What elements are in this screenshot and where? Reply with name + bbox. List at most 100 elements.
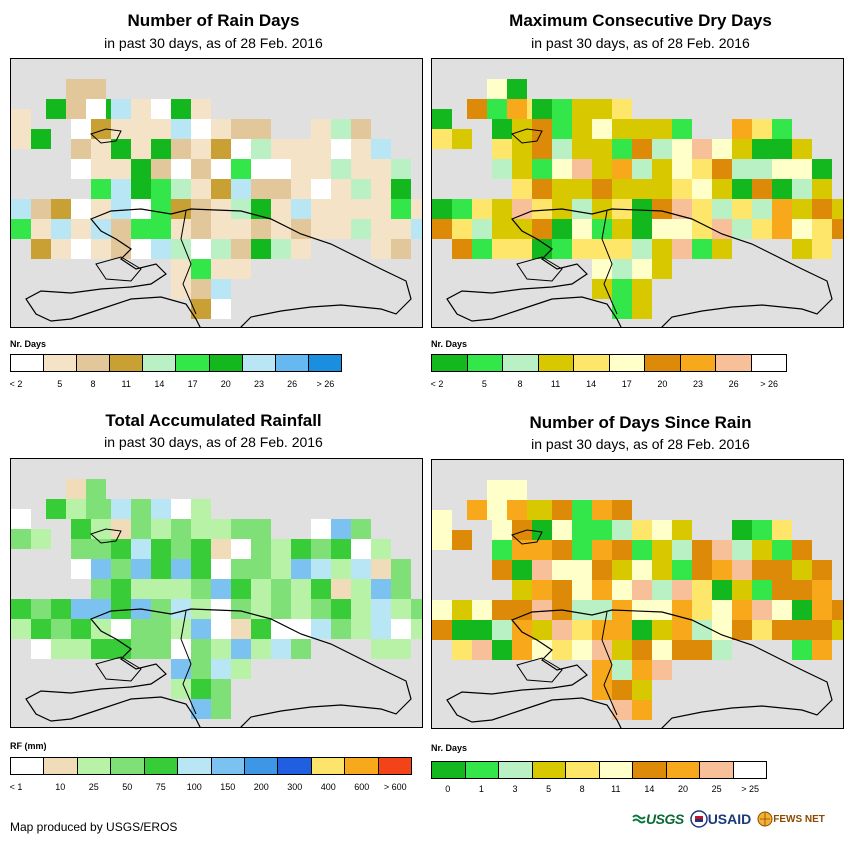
grid-cell — [512, 580, 532, 600]
grid-cell — [51, 199, 71, 219]
legend-title: Nr. Days — [431, 339, 468, 349]
grid-cell — [251, 179, 271, 199]
grid-cell — [191, 119, 211, 139]
grid-cell — [51, 639, 71, 659]
grid-cell — [572, 580, 592, 600]
grid-cell — [512, 179, 532, 199]
agency-logos: USGS USAID FEWS NET — [632, 806, 825, 832]
grid-cell — [507, 99, 527, 119]
grid-cell — [452, 219, 472, 239]
grid-cell — [672, 199, 692, 219]
grid-cell — [271, 199, 291, 219]
legend-swatch — [110, 355, 144, 371]
grid-cell — [311, 619, 331, 639]
grid-cell — [151, 639, 171, 659]
grid-cell — [351, 539, 371, 559]
grid-cell — [171, 179, 191, 199]
grid-cell — [111, 139, 131, 159]
grid-cell — [391, 579, 411, 599]
legend-swatch — [566, 762, 600, 778]
grid-cell — [131, 499, 151, 519]
grid-cell — [191, 659, 211, 679]
grid-cell — [752, 540, 772, 560]
legend-bar — [431, 761, 767, 779]
legend-swatch — [176, 355, 210, 371]
grid-cell — [391, 219, 411, 239]
grid-cell — [732, 620, 752, 640]
grid-cell — [752, 159, 772, 179]
legend-label: 14 — [154, 379, 165, 389]
grid-cell — [512, 640, 532, 660]
grid-cell — [612, 279, 632, 299]
grid-cell — [31, 619, 51, 639]
grid-cell — [91, 179, 111, 199]
grid-cell — [532, 500, 552, 520]
grid-cell — [492, 640, 512, 660]
panel-subtitle: in past 30 days, as of 28 Feb. 2016 — [531, 35, 750, 51]
gonave-outline — [516, 657, 563, 683]
grid-cell — [211, 539, 231, 559]
grid-cell — [211, 619, 231, 639]
grid-cell — [632, 600, 652, 620]
grid-cell — [492, 159, 512, 179]
grid-cell — [391, 159, 411, 179]
grid-cell — [171, 579, 191, 599]
grid-cell — [487, 79, 507, 99]
grid-cell — [331, 539, 351, 559]
legend-label: 26 — [287, 379, 298, 389]
grid-cell — [592, 600, 612, 620]
grid-cell — [31, 219, 51, 239]
grid-cell — [812, 600, 832, 620]
grid-cell — [131, 219, 151, 239]
grid-cell — [712, 640, 732, 660]
grid-cell — [652, 600, 672, 620]
grid-cell — [472, 620, 492, 640]
grid-cell — [632, 680, 652, 700]
gonave-outline — [95, 656, 142, 682]
grid-cell — [111, 159, 131, 179]
grid-cell — [251, 199, 271, 219]
grid-cell — [191, 679, 211, 699]
grid-cell — [91, 559, 111, 579]
grid-cell — [231, 559, 251, 579]
legend-label: 100 — [186, 782, 202, 792]
grid-cell — [512, 600, 532, 620]
grid-cell — [772, 179, 792, 199]
grid-cell — [612, 680, 632, 700]
grid-cell — [752, 199, 772, 219]
grid-cell — [672, 540, 692, 560]
grid-cell — [792, 199, 812, 219]
grid-cell — [612, 219, 632, 239]
grid-cell — [291, 619, 311, 639]
grid-cell — [271, 639, 291, 659]
grid-cell — [552, 540, 572, 560]
grid-cell — [572, 219, 592, 239]
grid-cell — [311, 599, 331, 619]
grid-cell — [712, 540, 732, 560]
grid-cell — [251, 119, 271, 139]
grid-cell — [432, 530, 452, 550]
grid-cell — [391, 199, 411, 219]
legend-label: 17 — [187, 379, 198, 389]
grid-cell — [291, 579, 311, 599]
grid-cell — [472, 600, 492, 620]
grid-cell — [151, 199, 171, 219]
legend-swatch — [278, 758, 312, 774]
grid-cell — [391, 619, 411, 639]
legend-labels: 0 1 3 5 8 11 14 20 25 > 25 — [431, 784, 767, 796]
grid-cell — [432, 129, 452, 149]
grid-cell — [291, 199, 311, 219]
grid-cell — [572, 560, 592, 580]
grid-cell — [532, 600, 552, 620]
panel-title: Maximum Consecutive Dry Days — [509, 11, 772, 30]
grid-cell — [211, 559, 231, 579]
grid-cell — [592, 560, 612, 580]
legend-swatch — [242, 355, 276, 371]
grid-cell — [291, 139, 311, 159]
grid-cell — [752, 520, 772, 540]
grid-cell — [211, 279, 231, 299]
grid-cell — [692, 239, 712, 259]
island-outline — [25, 608, 412, 727]
grid-cell — [411, 219, 422, 239]
grid-cell — [91, 599, 111, 619]
